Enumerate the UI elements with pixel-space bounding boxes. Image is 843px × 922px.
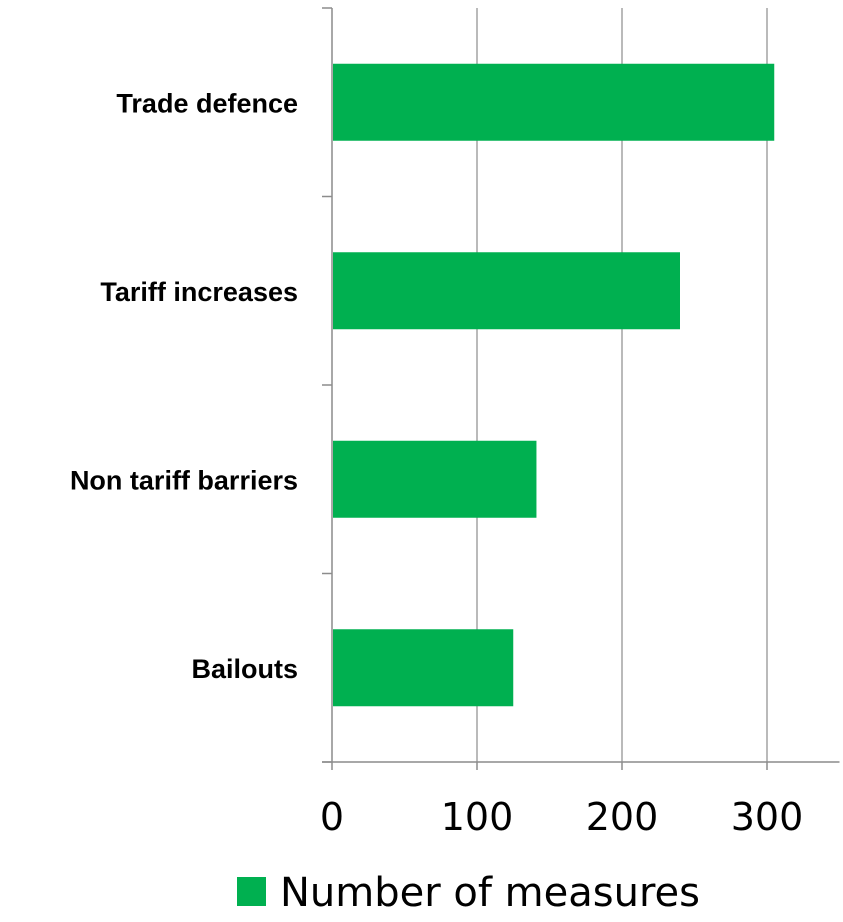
x-tick-label: 0 (320, 795, 344, 839)
category-label: Trade defence (116, 88, 298, 118)
legend: Number of measures (237, 870, 700, 916)
bar (333, 440, 537, 518)
legend-label: Number of measures (280, 870, 700, 916)
legend-swatch (237, 877, 266, 906)
x-tick-label: 100 (441, 795, 514, 839)
bar (333, 629, 514, 707)
category-label: Non tariff barriers (70, 465, 298, 495)
category-label: Tariff increases (100, 277, 298, 307)
bar (333, 63, 775, 141)
x-tick-labels: 0 100 200 300 (320, 795, 803, 839)
x-tick-label: 300 (731, 795, 804, 839)
category-labels: Trade defence Tariff increases Non tariff … (70, 88, 298, 684)
category-label: Bailouts (191, 654, 298, 684)
bars (333, 63, 775, 707)
x-tick-label: 200 (586, 795, 659, 839)
bar (333, 252, 680, 330)
axes (322, 7, 840, 770)
